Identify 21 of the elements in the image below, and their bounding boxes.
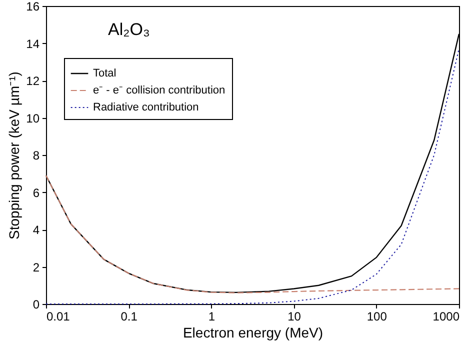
x-tick-label: 100: [366, 310, 388, 324]
annotation: Al₂O₃: [108, 20, 150, 39]
y-tick-label: 12: [26, 74, 40, 88]
y-tick-label: 6: [32, 186, 40, 200]
x-tick-label: 0.1: [120, 310, 138, 324]
y-tick-label: 0: [32, 298, 40, 312]
x-tick-label: 0.01: [46, 310, 70, 324]
legend-label: Radiative contribution: [93, 102, 199, 114]
y-tick-label: 8: [32, 148, 40, 162]
y-tick-label: 2: [32, 260, 40, 274]
y-tick-label: 14: [26, 36, 40, 51]
legend-label: e⁻ - e⁻ collision contribution: [93, 84, 226, 96]
x-axis-title: Electron energy (MeV): [182, 324, 324, 340]
y-tick-label: 10: [26, 111, 40, 126]
x-tick-label: 1000: [432, 310, 460, 324]
y-axis-title: Stopping power (keV µm⁻¹): [6, 72, 22, 240]
x-tick-label: 1: [208, 310, 216, 324]
y-tick-label: 16: [26, 0, 40, 14]
legend-label: Total: [93, 68, 116, 80]
y-tick-label: 4: [32, 223, 40, 237]
x-tick-label: 10: [288, 310, 302, 324]
